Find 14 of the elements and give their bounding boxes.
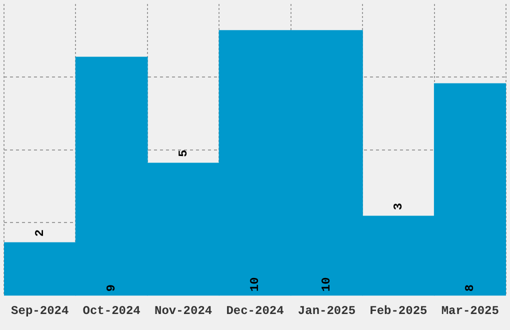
- x-tick-label: Oct-2024: [82, 304, 140, 318]
- data-label: 8: [463, 284, 478, 292]
- x-tick-label: Mar-2025: [441, 304, 499, 318]
- x-tick-label: Nov-2024: [154, 304, 212, 318]
- x-tick-label: Jan-2025: [298, 304, 356, 318]
- x-tick-label: Dec-2024: [226, 304, 284, 318]
- data-label: 10: [248, 277, 262, 292]
- data-label: 9: [104, 284, 119, 292]
- data-label: 5: [176, 150, 190, 158]
- x-tick-label: Feb-2025: [370, 304, 428, 318]
- data-label: 3: [391, 202, 406, 210]
- x-tick-label: Sep-2024: [11, 304, 69, 318]
- data-label: 10: [320, 277, 334, 292]
- data-label: 2: [32, 229, 47, 237]
